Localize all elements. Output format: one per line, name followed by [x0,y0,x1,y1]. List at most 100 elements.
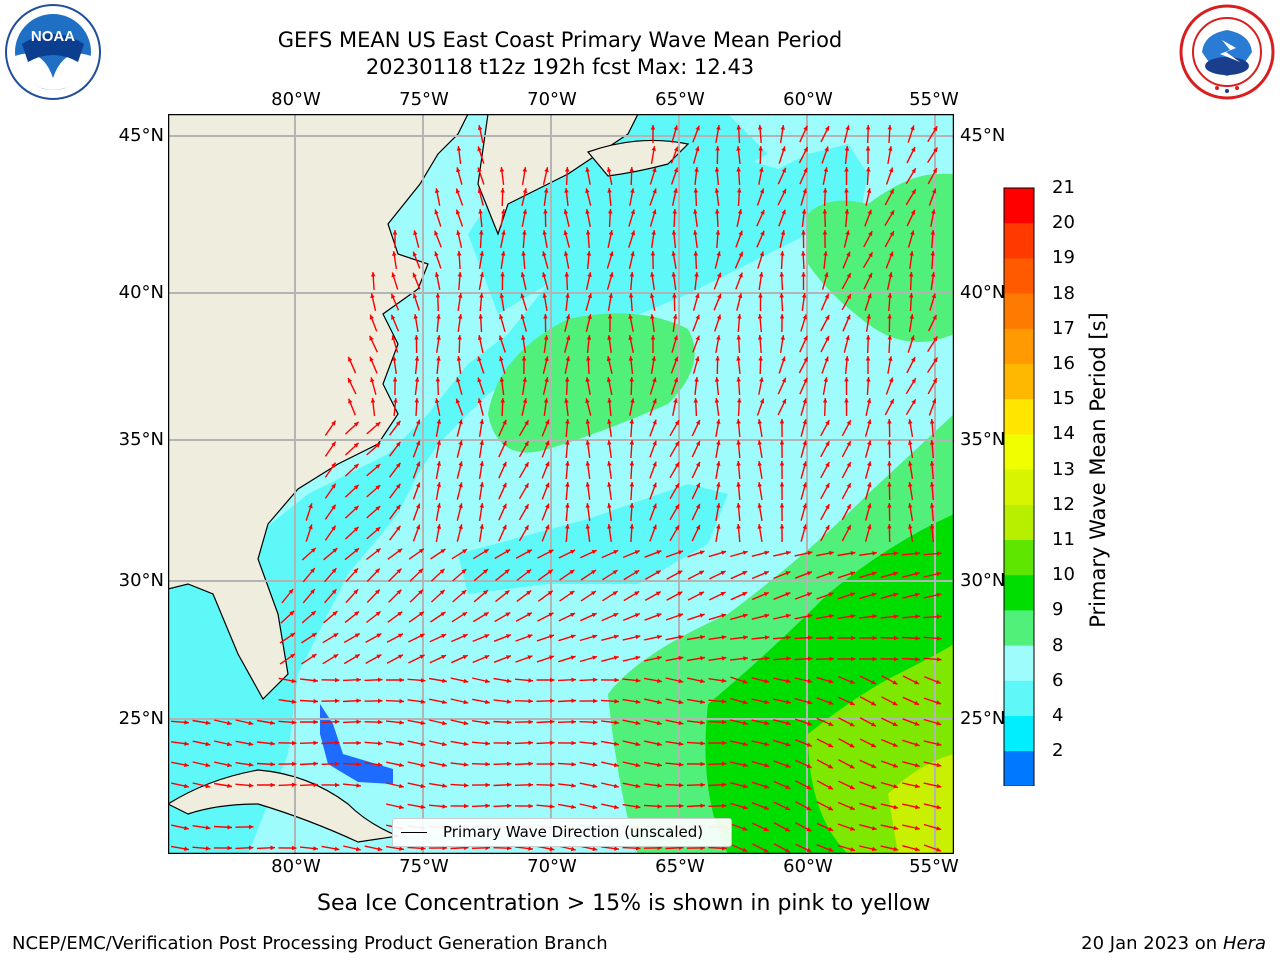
wave-arrow-head [634,591,640,596]
wave-arrow-head [571,804,576,809]
colorbar-tick-label: 4 [1052,705,1064,726]
wave-arrow-head [717,293,722,299]
wave-arrow-head [781,146,786,152]
wave-arrow-head [585,188,590,194]
wave-arrow-head [865,356,871,361]
wave-arrow-head [786,656,791,661]
wave-arrow-head [802,398,807,404]
wave-arrow-head [477,188,483,194]
wave-arrow-head [674,462,679,468]
wave-arrow-head [721,550,727,555]
wave-arrow-head [418,611,424,617]
wave-arrow-head [477,167,482,173]
wave-arrow-head [868,231,873,237]
wave-arrow-head [607,461,612,466]
wave-arrow-head [420,741,426,747]
wave-arrow-head [828,679,834,684]
wave-arrow-head [908,482,913,487]
wave-arrow-head [463,741,469,746]
wave-arrow-head [614,699,619,704]
wave-arrow-head [462,634,468,639]
wave-arrow-head [850,592,856,597]
colorbar-cell [1004,364,1034,400]
wave-arrow-head [764,741,770,747]
wave-arrow-head [828,785,833,790]
wave-arrow-head [414,356,420,361]
wave-arrow-head [822,230,828,235]
wave-arrow-head [887,503,892,508]
wave-arrow-head [908,524,913,529]
wave-arrow-head [807,678,813,684]
wave-arrow-head [501,230,506,235]
wave-arrow-head [456,251,462,256]
wave-arrow-head [737,293,743,299]
colorbar-tick-label: 18 [1052,282,1075,304]
wave-arrow-head [737,398,742,403]
wave-arrow-head [248,783,254,788]
wave-arrow-head [205,741,211,747]
wave-arrow-head [399,762,404,768]
wave-arrow-head [565,482,570,487]
wave-arrow-head [442,762,447,768]
wave-arrow-head [657,762,662,767]
wave-arrow-head [549,740,555,746]
wave-arrow-head [439,568,445,574]
wave-arrow-head [893,846,899,852]
wave-arrow-head [463,783,469,788]
wave-arrow-head [807,613,813,619]
wave-arrow-head [570,846,576,852]
wave-arrow-head [456,146,462,151]
wave-arrow-head [693,209,698,214]
wave-arrow-head [936,826,942,831]
wave-arrow-head [721,761,727,767]
wave-arrow-head [507,740,512,746]
wave-arrow-head [868,252,873,258]
wave-arrow-head [652,461,657,467]
wave-arrow-head [436,440,442,445]
wave-arrow-head [442,783,447,788]
wave-arrow-head [542,272,547,278]
wave-arrow-head [483,612,489,617]
wave-arrow-head [929,503,935,508]
wave-arrow-head [914,742,920,747]
wave-arrow-head [673,335,678,341]
wave-arrow-head [915,804,920,810]
wave-arrow-head [629,377,634,382]
wave-arrow-head [205,762,211,768]
lat-tick-left: 45°N [118,125,164,146]
wave-arrow-head [630,398,635,403]
wave-arrow-head [657,741,662,747]
wave-arrow-head [715,356,720,361]
wave-arrow-head [743,635,748,640]
wave-arrow-head [736,146,741,151]
wave-arrow-head [929,419,935,424]
wave-arrow-head [785,613,791,619]
wave-arrow-head [478,209,483,214]
wave-arrow-head [652,503,657,509]
wave-arrow-head [850,847,856,852]
footer-date-text: 20 Jan 2023 on [1081,933,1223,954]
colorbar-cell [1004,434,1034,471]
wave-arrow-head [807,721,812,726]
wave-arrow-head [313,846,318,851]
wave-arrow-head [867,461,872,467]
wave-arrow-head [845,230,850,236]
wave-arrow-head [356,761,361,767]
wave-arrow-head [614,720,619,725]
wave-arrow-head [227,783,232,788]
wave-arrow-head [828,826,834,831]
wave-arrow-head [714,188,720,193]
wave-arrow-head [844,356,850,361]
wave-arrow-head [657,634,662,640]
wave-arrow-head [393,398,398,403]
wave-arrow-head [484,655,490,660]
wave-arrow-head [415,503,421,509]
wave-arrow-head [524,462,529,468]
wave-arrow-head [801,251,806,256]
wave-arrow-head [591,613,597,618]
wave-arrow-head [652,524,657,530]
wave-arrow-head [699,570,704,575]
wave-arrow-head [779,293,784,298]
wave-arrow-head [829,656,834,662]
wave-arrow-head [310,568,315,573]
